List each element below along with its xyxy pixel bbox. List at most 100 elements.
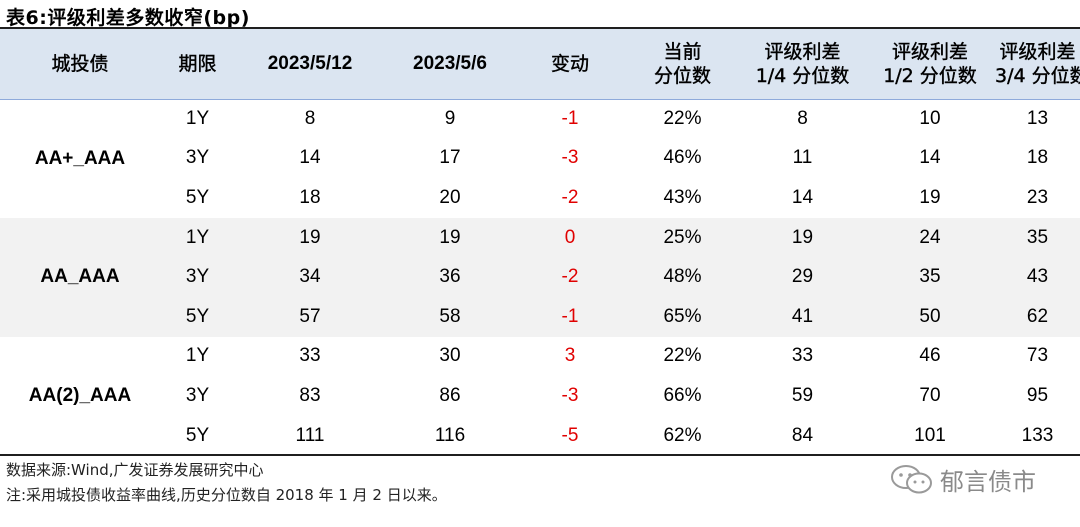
date2-value: 30 bbox=[439, 345, 461, 367]
date1-value: 111 bbox=[295, 424, 325, 446]
date1-value: 8 bbox=[304, 108, 316, 130]
date2-value: 86 bbox=[439, 384, 461, 406]
term: 5Y bbox=[185, 186, 210, 208]
q1-value: 8 bbox=[797, 108, 808, 130]
date2-value: 20 bbox=[439, 186, 461, 208]
q1-value: 11 bbox=[792, 147, 813, 169]
term: 1Y bbox=[185, 226, 210, 248]
term: 5Y bbox=[185, 305, 210, 327]
q2-value: 46 bbox=[919, 345, 941, 367]
change-value: -1 bbox=[561, 305, 579, 327]
percentile-value: 48% bbox=[663, 266, 702, 288]
title-rule bbox=[0, 27, 1080, 29]
percentile-value: 22% bbox=[663, 108, 702, 130]
date2-value: 36 bbox=[439, 266, 461, 288]
date2-value: 19 bbox=[439, 226, 461, 248]
term: 3Y bbox=[185, 266, 210, 288]
table-row: 5Y 111 116 -5 62% 84 101 133 bbox=[0, 416, 1080, 456]
table-row: AA(2)_AAA 1Y 33 30 3 22% 33 46 73 bbox=[0, 337, 1080, 406]
q3-value: 95 bbox=[1026, 384, 1049, 406]
term: 5Y bbox=[185, 424, 210, 446]
bottom-rule bbox=[0, 454, 1080, 456]
col-q1: 评级利差 1/4 分位数 bbox=[740, 29, 865, 100]
date2-value: 58 bbox=[439, 305, 461, 327]
date2-value: 17 bbox=[439, 147, 461, 169]
date1-value: 18 bbox=[299, 186, 321, 208]
q1-value: 19 bbox=[791, 226, 814, 248]
percentile-value: 25% bbox=[663, 226, 702, 248]
term: 1Y bbox=[185, 108, 210, 130]
bond-pair-label: AA+_AAA bbox=[34, 147, 126, 169]
q1-value: 59 bbox=[791, 384, 814, 406]
col-q2-l2: 1/2 分位数 bbox=[883, 64, 977, 87]
percentile-value: 65% bbox=[663, 305, 702, 327]
q2-value: 101 bbox=[914, 424, 946, 446]
q2-value: 19 bbox=[919, 186, 941, 208]
q1-value: 41 bbox=[791, 305, 814, 327]
q3-value: 73 bbox=[1026, 345, 1049, 367]
q3-value: 23 bbox=[1026, 186, 1049, 208]
change-value: -3 bbox=[561, 384, 579, 406]
change-value: -2 bbox=[561, 186, 579, 208]
col-q2-l1: 评级利差 bbox=[891, 40, 968, 63]
date2-value: 116 bbox=[434, 424, 466, 446]
date1-value: 14 bbox=[299, 147, 321, 169]
change-value: -1 bbox=[561, 108, 579, 130]
q2-value: 10 bbox=[919, 108, 941, 130]
q2-value: 24 bbox=[919, 226, 941, 248]
header-row: 城投债 期限 2023/5/12 2023/5/6 变动 当前 分位数 评级利差 1… bbox=[0, 29, 1080, 100]
table-body: AA+_AAA 1Y 8 9 -1 22% 8 10 13 3Y 14 17 -3 46% 11 14 18 5Y… bbox=[0, 99, 1080, 455]
q3-value: 62 bbox=[1026, 305, 1049, 327]
q1-value: 84 bbox=[791, 424, 814, 446]
col-q3: 评级利差 3/4 分位数 bbox=[995, 29, 1080, 100]
change-value: 3 bbox=[564, 345, 576, 367]
change-value: -3 bbox=[561, 147, 579, 169]
watermark: 郁言债市 bbox=[890, 462, 1036, 497]
col-q3-l1: 评级利差 bbox=[999, 40, 1076, 63]
percentile-value: 66% bbox=[663, 384, 702, 406]
change-value: -2 bbox=[561, 266, 579, 288]
table-row: AA_AAA 1Y 19 19 0 25% 19 24 35 bbox=[0, 217, 1080, 287]
percentile-value: 22% bbox=[663, 345, 702, 367]
footnote: 注:采用城投债收益率曲线,历史分位数自 2018 年 1 月 2 日以来。 bbox=[6, 486, 447, 504]
q2-value: 70 bbox=[919, 384, 941, 406]
percentile-value: 46% bbox=[663, 147, 702, 169]
date1-value: 34 bbox=[299, 266, 321, 288]
bond-pair-label: AA(2)_AAA bbox=[28, 384, 132, 406]
q3-value: 43 bbox=[1026, 266, 1049, 288]
q1-value: 14 bbox=[791, 186, 814, 208]
q3-value: 13 bbox=[1026, 108, 1049, 130]
col-q1-l1: 评级利差 bbox=[764, 40, 841, 63]
term: 1Y bbox=[185, 345, 210, 367]
col-percentile-l1: 当前 bbox=[663, 40, 702, 63]
col-term: 期限 bbox=[160, 29, 235, 100]
percentile-value: 62% bbox=[663, 424, 702, 446]
col-q1-l2: 1/4 分位数 bbox=[755, 64, 850, 87]
q2-value: 50 bbox=[919, 305, 941, 327]
col-percentile: 当前 分位数 bbox=[625, 29, 740, 100]
date1-value: 57 bbox=[299, 305, 321, 327]
q3-value: 35 bbox=[1026, 226, 1049, 248]
table-row: AA+_AAA 1Y 8 9 -1 22% 8 10 13 bbox=[0, 99, 1080, 169]
col-q2: 评级利差 1/2 分位数 bbox=[865, 29, 995, 100]
table-row: 3Y 14 17 -3 46% 11 14 18 bbox=[0, 139, 1080, 179]
q3-value: 133 bbox=[1021, 424, 1054, 446]
q3-value: 18 bbox=[1026, 147, 1049, 169]
change-value: -5 bbox=[561, 424, 579, 446]
date1-value: 33 bbox=[299, 345, 321, 367]
percentile-value: 43% bbox=[663, 186, 702, 208]
date1-value: 83 bbox=[299, 384, 321, 406]
q1-value: 33 bbox=[791, 345, 814, 367]
spread-table: 城投债 期限 2023/5/12 2023/5/6 变动 当前 分位数 评级利差 1… bbox=[0, 29, 1080, 455]
table-row: 5Y 18 20 -2 43% 14 19 23 bbox=[0, 178, 1080, 218]
term: 3Y bbox=[185, 384, 210, 406]
col-date2: 2023/5/6 bbox=[385, 29, 515, 100]
term: 3Y bbox=[185, 147, 210, 169]
date1-value: 19 bbox=[299, 226, 321, 248]
change-value: 0 bbox=[564, 226, 576, 248]
col-q3-l2: 3/4 分位数 bbox=[995, 64, 1080, 87]
watermark-text: 郁言债市 bbox=[940, 468, 1036, 496]
col-date1: 2023/5/12 bbox=[235, 29, 385, 100]
bond-pair-label: AA_AAA bbox=[40, 266, 120, 288]
q2-value: 35 bbox=[919, 266, 941, 288]
